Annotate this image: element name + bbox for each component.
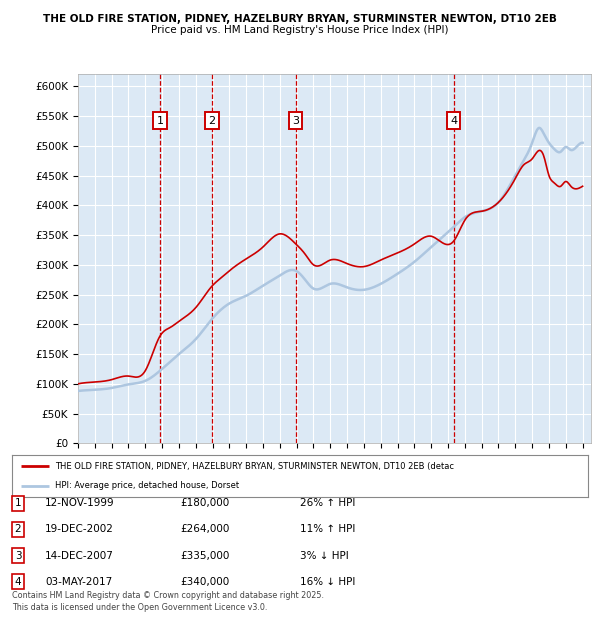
Text: Price paid vs. HM Land Registry's House Price Index (HPI): Price paid vs. HM Land Registry's House … bbox=[151, 25, 449, 35]
Text: £264,000: £264,000 bbox=[180, 525, 229, 534]
Text: £180,000: £180,000 bbox=[180, 498, 229, 508]
Text: £335,000: £335,000 bbox=[180, 551, 229, 560]
Text: 3: 3 bbox=[292, 115, 299, 125]
Text: 16% ↓ HPI: 16% ↓ HPI bbox=[300, 577, 355, 587]
Text: THE OLD FIRE STATION, PIDNEY, HAZELBURY BRYAN, STURMINSTER NEWTON, DT10 2EB (det: THE OLD FIRE STATION, PIDNEY, HAZELBURY … bbox=[55, 462, 454, 471]
Text: THE OLD FIRE STATION, PIDNEY, HAZELBURY BRYAN, STURMINSTER NEWTON, DT10 2EB: THE OLD FIRE STATION, PIDNEY, HAZELBURY … bbox=[43, 14, 557, 24]
Text: 2: 2 bbox=[14, 525, 22, 534]
Text: £340,000: £340,000 bbox=[180, 577, 229, 587]
Text: 3: 3 bbox=[14, 551, 22, 560]
Text: 12-NOV-1999: 12-NOV-1999 bbox=[45, 498, 115, 508]
Text: 11% ↑ HPI: 11% ↑ HPI bbox=[300, 525, 355, 534]
Text: 1: 1 bbox=[14, 498, 22, 508]
Text: HPI: Average price, detached house, Dorset: HPI: Average price, detached house, Dors… bbox=[55, 481, 239, 490]
Text: 4: 4 bbox=[14, 577, 22, 587]
Text: 2: 2 bbox=[208, 115, 215, 125]
Text: 4: 4 bbox=[450, 115, 457, 125]
Text: 3% ↓ HPI: 3% ↓ HPI bbox=[300, 551, 349, 560]
Text: 03-MAY-2017: 03-MAY-2017 bbox=[45, 577, 112, 587]
Text: Contains HM Land Registry data © Crown copyright and database right 2025.: Contains HM Land Registry data © Crown c… bbox=[12, 590, 324, 600]
Text: This data is licensed under the Open Government Licence v3.0.: This data is licensed under the Open Gov… bbox=[12, 603, 268, 612]
Text: 26% ↑ HPI: 26% ↑ HPI bbox=[300, 498, 355, 508]
Text: 1: 1 bbox=[157, 115, 163, 125]
Text: 14-DEC-2007: 14-DEC-2007 bbox=[45, 551, 114, 560]
Text: 19-DEC-2002: 19-DEC-2002 bbox=[45, 525, 114, 534]
